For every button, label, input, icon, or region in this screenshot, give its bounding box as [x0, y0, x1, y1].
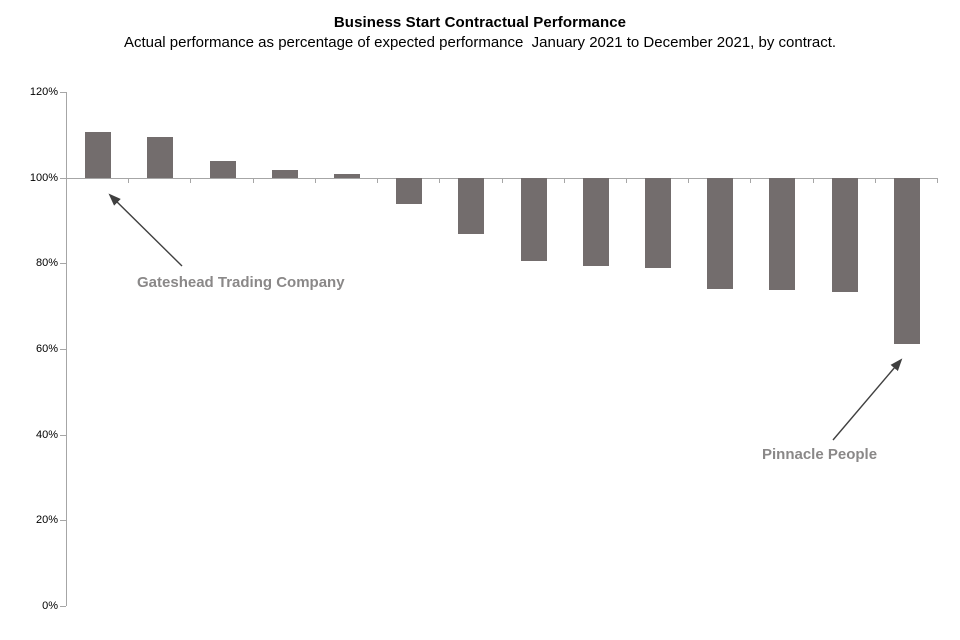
bar-1	[85, 132, 112, 178]
bar-11	[707, 177, 734, 290]
chart-title: Business Start Contractual Performance	[333, 14, 627, 31]
chart-subtitle: Actual performance as percentage of expe…	[123, 34, 837, 51]
category-axis-tick-mark	[688, 178, 690, 183]
y-axis-tick-label: 40%	[35, 428, 58, 441]
category-axis-line	[66, 177, 938, 179]
y-axis-tick-label: 60%	[35, 343, 58, 355]
y-axis-tick-mark	[60, 263, 66, 265]
category-axis-tick-mark	[812, 178, 814, 183]
category-axis-tick-mark	[750, 178, 752, 183]
annotation-gateshead-label: Gateshead Trading Company	[137, 274, 345, 291]
y-axis-tick-label: 20%	[35, 514, 58, 527]
bar-5	[333, 174, 360, 178]
plot-area: 120% 100% 80% 60% 40% 20% 0%	[30, 86, 938, 612]
bar-12	[769, 177, 796, 291]
category-axis-tick-mark	[190, 178, 192, 183]
y-axis-line	[66, 92, 67, 606]
category-axis-tick-mark	[501, 178, 503, 183]
y-axis-tick-mark	[60, 520, 66, 522]
y-axis-tick-label: 0%	[42, 600, 58, 612]
y-axis-tick-mark	[60, 92, 66, 93]
y-axis-tick-mark	[60, 177, 66, 179]
bar-3	[209, 161, 236, 178]
bar-2	[147, 136, 174, 178]
y-axis-tick-label: 100%	[29, 171, 58, 184]
category-axis-tick-mark	[874, 178, 876, 183]
category-axis-tick-mark	[563, 178, 565, 183]
category-axis-tick-mark	[377, 178, 379, 183]
category-axis-tick-mark	[128, 178, 130, 183]
category-axis-tick-mark	[937, 178, 938, 183]
y-axis-tick-mark	[60, 434, 66, 436]
bar-9	[582, 177, 609, 266]
bar-10	[645, 177, 672, 269]
annotation-pinnacle-label: Pinnacle People	[762, 446, 878, 463]
category-axis-tick-mark	[439, 178, 441, 183]
category-axis-tick-mark	[252, 178, 254, 183]
category-axis-tick-mark	[625, 178, 627, 183]
category-axis-tick-mark	[66, 178, 67, 183]
bar-4	[271, 169, 298, 178]
y-axis-tick-label: 80%	[35, 257, 58, 270]
category-axis-tick-mark	[314, 178, 316, 183]
y-axis-tick-label: 120%	[29, 86, 58, 98]
y-axis-tick-mark	[60, 606, 66, 607]
bar-7	[458, 177, 485, 234]
bar-8	[520, 177, 547, 262]
y-axis-tick-mark	[60, 349, 66, 350]
bar-13	[831, 177, 858, 293]
bar-6	[396, 177, 423, 204]
bar-14	[893, 177, 920, 344]
